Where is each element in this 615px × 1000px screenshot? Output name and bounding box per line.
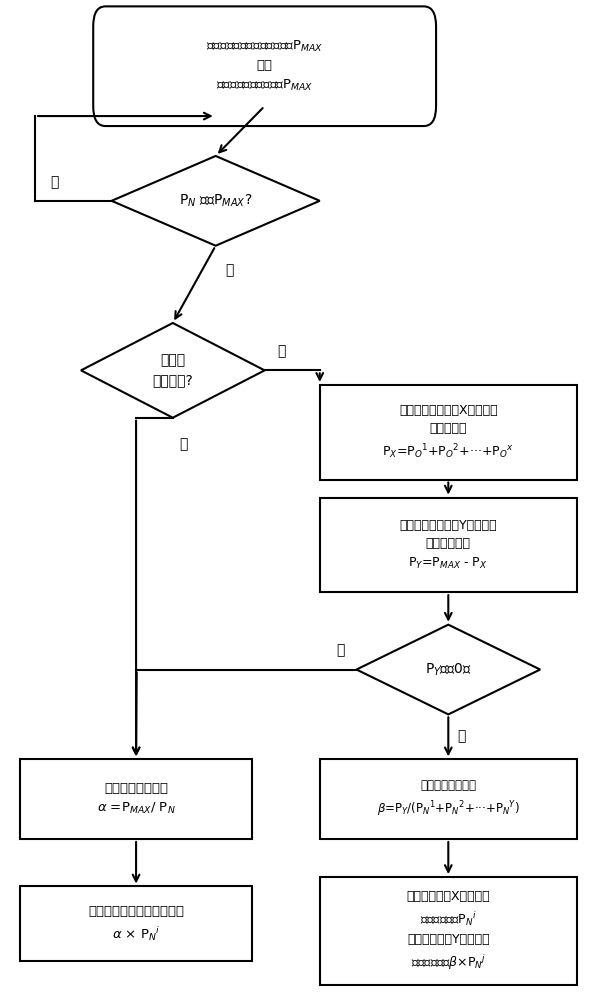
Polygon shape (357, 625, 540, 714)
Text: 否: 否 (277, 344, 285, 358)
Text: 否: 否 (50, 175, 59, 189)
Bar (20, 759, 252, 839)
Polygon shape (111, 156, 320, 246)
Text: 计算功率降额系数
$\beta$=P$_Y$/(P$_N$$^1$+P$_N$$^2$+···+P$_N$$^Y$): 计算功率降额系数 $\beta$=P$_Y$/(P$_N$$^1$+P$_N$$… (377, 779, 520, 819)
Polygon shape (81, 323, 264, 418)
Text: 充电站监控管理系统实时调整P$_{MAX}$
或者
充电桩集群控制器预设P$_{MAX}$: 充电站监控管理系统实时调整P$_{MAX}$ 或者 充电桩集群控制器预设P$_{… (206, 39, 323, 93)
Text: 计算功率降额系数
$\alpha$ =P$_{MAX}$/ P$_N$: 计算功率降额系数 $\alpha$ =P$_{MAX}$/ P$_N$ (97, 782, 175, 816)
Text: 否: 否 (336, 644, 344, 658)
Text: 每台充电桩额定功率调整为
$\alpha$ × P$_N$$^i$: 每台充电桩额定功率调整为 $\alpha$ × P$_N$$^i$ (88, 905, 184, 943)
Text: 先启动充电的X台充电桩
保持额定功率P$_N$$^i$
后启动充电的Y台充电桩
调整额定功率$\beta$×P$_N$$^j$: 先启动充电的X台充电桩 保持额定功率P$_N$$^i$ 后启动充电的Y台充电桩 … (407, 890, 490, 972)
Text: P$_Y$大于0？: P$_Y$大于0？ (425, 661, 472, 678)
Bar (20, 886, 252, 961)
Bar (320, 498, 577, 592)
Text: 是: 是 (458, 729, 466, 743)
Text: P$_N$ 大于P$_{MAX}$?: P$_N$ 大于P$_{MAX}$? (179, 193, 252, 209)
Bar (320, 385, 577, 480)
Bar (320, 759, 577, 839)
Text: 计算后启动充电的Y台充电桩
剩余允许功率
P$_Y$=P$_{MAX}$ - P$_X$: 计算后启动充电的Y台充电桩 剩余允许功率 P$_Y$=P$_{MAX}$ - P… (400, 519, 497, 571)
Text: 按功率
比例分配?: 按功率 比例分配? (153, 354, 193, 387)
Text: 计算先启动充电的X台充电桩
总输出功率
P$_X$=P$_O$$^1$+P$_O$$^2$+···+P$_O$$^x$: 计算先启动充电的X台充电桩 总输出功率 P$_X$=P$_O$$^1$+P$_O… (383, 404, 514, 461)
Text: 是: 是 (225, 264, 233, 278)
Text: 是: 是 (179, 438, 188, 452)
FancyBboxPatch shape (93, 6, 436, 126)
Bar (320, 877, 577, 985)
